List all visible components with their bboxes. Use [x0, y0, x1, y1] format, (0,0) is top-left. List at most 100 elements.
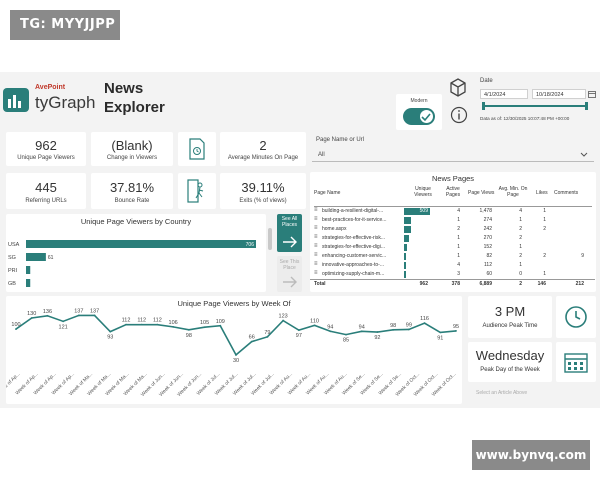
cell-avg: 2: [519, 253, 522, 259]
week-data-label: 106: [169, 320, 178, 326]
data-as-of: Data as of: 12/30/2025 10:07:48 PM +00:0…: [480, 116, 570, 121]
kpi-label: Bounce Rate: [114, 198, 150, 204]
kpi-exits: 39.11% Exits (% of views): [220, 173, 306, 209]
week-data-label: 30: [233, 358, 239, 364]
cell-page-name: building-a-resilient-digital-...: [322, 208, 384, 214]
kpi-label: Exits (% of views): [239, 198, 287, 204]
country-data-label: 706: [246, 242, 255, 248]
table-row[interactable]: ≡ strategies-for-effective-digi... 54 1 152 1: [310, 243, 595, 252]
page-icon: ≡: [314, 261, 318, 267]
date-slider-handle-start[interactable]: [482, 102, 485, 110]
package-icon[interactable]: [448, 77, 468, 97]
see-this-label: See This Place: [279, 259, 300, 271]
col-active-pages[interactable]: Active Pages: [445, 186, 461, 198]
week-chart-title: Unique Page Viewers by Week Of: [177, 299, 291, 308]
table-row[interactable]: ≡ building-a-resilient-digital-... 509 4 1,4…: [310, 207, 595, 216]
week-data-label: 116: [420, 316, 429, 322]
arrow-right-icon: [283, 236, 297, 248]
filter-dropdown[interactable]: All: [312, 148, 594, 162]
cell-uv: 138: [419, 226, 428, 232]
week-point: [423, 322, 426, 325]
week-data-label: 136: [43, 309, 52, 315]
table-row[interactable]: ≡ optimizing-supply-chain-m... 46 3 60 0 1: [310, 270, 595, 279]
col-page-name[interactable]: Page Name: [314, 190, 341, 196]
table-row[interactable]: ≡ innovative-approaches-to-... 46 4 112 1: [310, 261, 595, 270]
scrollbar[interactable]: [268, 228, 272, 250]
cell-ap: 4: [457, 208, 460, 214]
kpi-unique-viewers: 962 Unique Page Viewers: [6, 132, 86, 166]
cell-uv: 54: [422, 244, 428, 250]
week-point: [329, 330, 332, 333]
select-article-hint: Select an Article Above: [476, 390, 528, 396]
cell-avg: 1: [519, 244, 522, 250]
see-this-place-button[interactable]: See This Place: [277, 256, 302, 292]
week-point: [203, 326, 206, 329]
country-chart-title: Unique Page Viewers by Country: [80, 217, 192, 226]
date-slider-track[interactable]: [484, 105, 586, 107]
modern-toggle[interactable]: [403, 108, 435, 125]
watermark-bottom: www.bynvq.com: [472, 440, 590, 470]
col-unique-viewers[interactable]: Unique Viewers: [414, 186, 432, 198]
country-bar: [26, 279, 31, 287]
col-likes[interactable]: Likes: [536, 190, 548, 196]
date-end-input[interactable]: 10/18/2024: [532, 89, 586, 99]
kpi-bounce-rate: 37.81% Bounce Rate: [91, 173, 173, 209]
cell-likes: 2: [543, 253, 546, 259]
cell-pv: 112: [484, 262, 492, 268]
cell-pv: 60: [486, 271, 492, 277]
unique-viewers-bar: [404, 226, 412, 233]
cell-uv: 962: [419, 281, 428, 287]
kpi-value: 39.11%: [241, 180, 285, 195]
date-slider-handle-end[interactable]: [585, 102, 588, 110]
table-row[interactable]: ≡ strategies-for-effective-risk... 90 1 270 2: [310, 234, 595, 243]
cell-likes: 2: [543, 226, 546, 232]
week-point: [235, 354, 237, 356]
country-tick-label: USA: [8, 242, 20, 248]
kpi-value: (Blank): [111, 138, 153, 153]
news-pages-table: News Pages Page Name Unique Viewers Acti…: [310, 172, 596, 292]
peak-day-label: Peak Day of the Week: [480, 367, 540, 373]
table-row[interactable]: ≡ enhancing-customer-servic... 47 1 82 2 2 9: [310, 252, 595, 261]
country-tick-label: PRI: [8, 268, 18, 274]
cell-pv: 274: [483, 217, 492, 223]
week-data-label: 110: [310, 318, 319, 324]
info-icon[interactable]: [450, 106, 468, 124]
tygraph-logo: AvePoint tyGraph: [2, 84, 98, 118]
week-point: [266, 335, 269, 338]
filter-label: Page Name or Url: [316, 137, 365, 143]
date-start-input[interactable]: 4/1/2024: [480, 89, 528, 99]
table-header: Page Name Unique Viewers Active Pages Pa…: [310, 184, 596, 206]
week-data-label: 95: [453, 324, 459, 330]
see-all-places-button[interactable]: See All Places: [277, 214, 302, 252]
cell-pv: 242: [483, 226, 492, 232]
col-avg-min[interactable]: Avg. Min. On Page: [498, 186, 528, 198]
kpi-referring-urls: 445 Referring URLs: [6, 173, 86, 209]
arrow-right-icon: [283, 276, 297, 288]
country-tick-label: GB: [8, 281, 16, 287]
week-data-label: 94: [359, 324, 365, 330]
calendar-icon[interactable]: [588, 90, 596, 98]
table-row[interactable]: ≡ best-practices-for-it-service... 144 1 274…: [310, 216, 595, 225]
cell-ap: 4: [457, 262, 460, 268]
col-comments[interactable]: Comments: [554, 190, 579, 196]
filter-value: All: [318, 152, 325, 158]
cell-comments: 212: [575, 281, 584, 287]
week-data-label: 123: [279, 314, 288, 320]
kpi-value: 962: [35, 138, 57, 153]
week-point: [46, 314, 49, 317]
toggle-knob: [420, 110, 433, 123]
cell-pv: 1,478: [479, 208, 492, 214]
col-page-views[interactable]: Page Views: [468, 190, 495, 196]
unique-viewers-bar: [404, 262, 407, 269]
header-divider: [314, 206, 592, 207]
cell-avg: 4: [519, 208, 522, 214]
page-icon: ≡: [314, 270, 318, 276]
check-icon: [421, 113, 431, 122]
clock-icon: [565, 306, 587, 328]
table-row[interactable]: ≡ home.aspx 138 2 242 2 2: [310, 225, 595, 234]
table-body: ≡ building-a-resilient-digital-... 509 4 1,4…: [310, 207, 596, 287]
cell-ap: 1: [457, 244, 460, 250]
date-slicer: Date 4/1/2024 10/18/2024 Data as of: 12/…: [476, 74, 596, 128]
cell-uv: 46: [422, 271, 428, 277]
week-data-label: 112: [153, 318, 162, 324]
